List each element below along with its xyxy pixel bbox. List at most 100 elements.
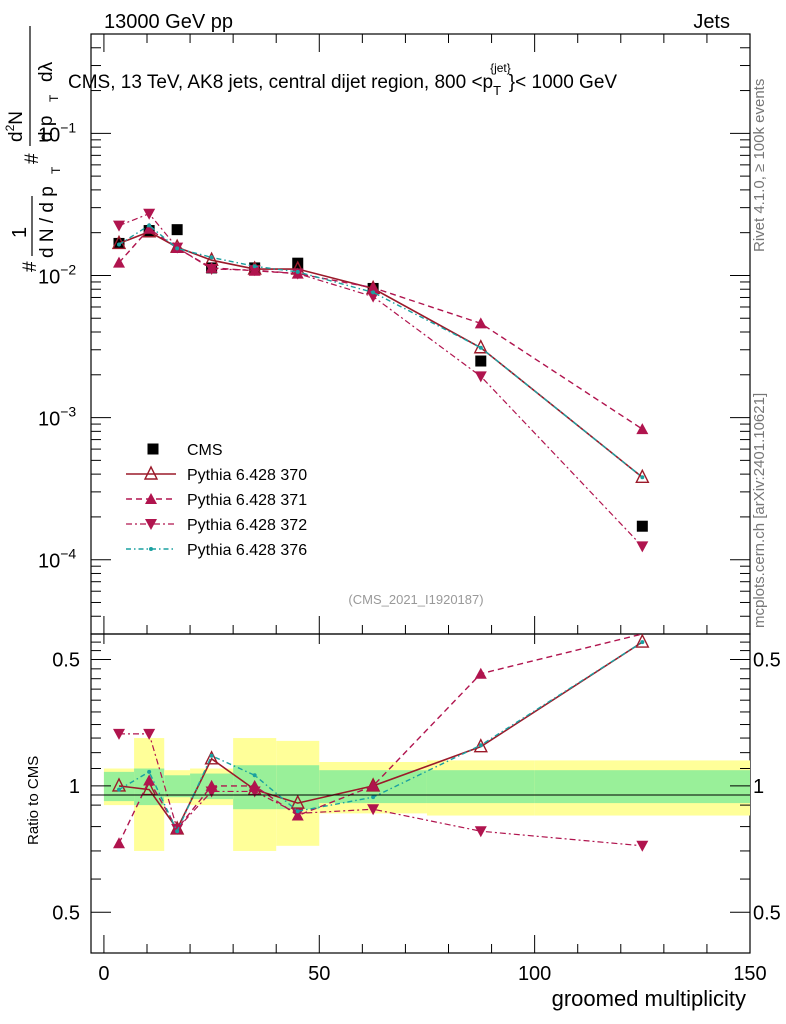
band-green [164, 775, 191, 798]
upper-point-4 [478, 345, 483, 350]
ylabel-hash-1: # [20, 261, 41, 272]
legend-marker [147, 443, 159, 455]
legend-label: CMS [187, 442, 223, 459]
ratio-point-3 [248, 786, 261, 798]
mcplots-credit: mcplots.cern.ch [arXiv:2401.10621] [751, 393, 768, 628]
ratio-point-1 [204, 750, 219, 765]
ratio-point-2 [367, 779, 380, 791]
ratio-point-2 [474, 667, 487, 679]
upper-point-3 [474, 371, 487, 383]
axis-ticks: 0 50 100 150 10−1 10−2 10−3 10−4 0.5 0.5 1 1 0.5 0.5 [38, 33, 781, 985]
upper-point-0 [475, 355, 487, 367]
ratio-point-1 [473, 738, 488, 753]
legend: CMS Pythia 6.428 370 Pythia 6.428 371 Pythi… [126, 442, 307, 559]
legend-marker [145, 519, 157, 530]
title-sub: T [493, 83, 501, 98]
ratio-point-4 [147, 769, 152, 774]
ratio-line-3 [118, 733, 643, 847]
ratio-point-4 [295, 809, 300, 814]
ylabel-t2: T [47, 94, 61, 102]
ratio-point-4 [175, 829, 180, 834]
ratio-tick-label-right: 0.5 [753, 902, 781, 924]
upper-point-4 [640, 475, 645, 480]
ylabel-hash-2: # [22, 153, 43, 164]
ratio-point-2 [112, 837, 125, 849]
upper-point-3 [248, 265, 261, 277]
title-tail: }< 1000 GeV [509, 72, 618, 93]
ratio-point-1 [290, 794, 305, 809]
legend-marker [149, 547, 153, 551]
series-line-4 [118, 224, 643, 478]
x-tick-label: 150 [733, 963, 766, 985]
title-sup: {jet} [490, 61, 511, 75]
analysis-id: (CMS_2021_I1920187) [348, 592, 483, 607]
upper-point-3 [143, 208, 156, 220]
band-green [534, 770, 750, 804]
upper-point-4 [175, 246, 180, 251]
rivet-version: Rivet 4.1.0, ≥ 100k events [751, 79, 768, 252]
title-main: CMS, 13 TeV, AK8 jets, central dijet reg… [68, 72, 493, 93]
x-tick-label: 50 [308, 963, 330, 985]
legend-marker [143, 465, 159, 480]
ratio-tick-label-right: 0.5 [753, 649, 781, 671]
ratio-point-1 [635, 633, 650, 648]
ratio-point-3 [636, 840, 649, 852]
ratio-point-4 [252, 773, 257, 778]
ratio-y-label: Ratio to CMS [25, 756, 42, 845]
band-green [426, 770, 535, 804]
ylabel-dl: dλ [36, 61, 57, 82]
legend-marker [145, 493, 157, 504]
legend-label: Pythia 6.428 376 [187, 542, 307, 559]
ylabel-d2n: d2N [3, 111, 27, 142]
upper-series [111, 208, 650, 553]
ylabel-one: 1 [9, 227, 31, 238]
upper-point-2 [474, 317, 487, 329]
upper-point-3 [205, 264, 218, 276]
upper-point-0 [171, 224, 183, 236]
ratio-tick-label: 0.5 [52, 902, 80, 924]
y-tick-label: 10−3 [38, 404, 76, 431]
x-axis-label: groomed multiplicity [552, 986, 746, 1011]
ratio-point-4 [209, 753, 214, 758]
upper-point-4 [116, 242, 121, 247]
ratio-point-4 [640, 640, 645, 645]
upper-point-2 [636, 423, 649, 435]
legend-label: Pythia 6.428 371 [187, 492, 307, 509]
upper-point-4 [209, 255, 214, 260]
y-tick-label: 10−4 [38, 546, 76, 573]
upper-point-3 [112, 220, 125, 232]
ratio-tick-label: 1 [69, 776, 80, 798]
series-line-2 [118, 227, 643, 430]
ratio-point-3 [474, 826, 487, 838]
upper-point-2 [367, 281, 380, 293]
series-line-1 [118, 230, 643, 478]
ratio-series [111, 633, 650, 852]
upper-point-3 [636, 541, 649, 553]
upper-point-4 [252, 264, 257, 269]
ylabel-t1: T [49, 166, 63, 174]
upper-point-2 [112, 256, 125, 268]
y-tick-label: 10−1 [38, 119, 76, 146]
upper-point-1 [635, 468, 650, 483]
x-tick-label: 0 [98, 963, 109, 985]
uncertainty-bands [103, 738, 750, 851]
band-green [276, 765, 320, 810]
upper-point-4 [371, 290, 376, 295]
ratio-tick-label: 0.5 [52, 649, 80, 671]
legend-label: Pythia 6.428 370 [187, 467, 307, 484]
y-axis-label: # 1 d N / d p T # d2N d p T dλ [3, 26, 63, 272]
ratio-point-3 [205, 786, 218, 798]
ratio-point-3 [112, 728, 125, 740]
legend-label: Pythia 6.428 372 [187, 517, 307, 534]
plot-title: CMS, 13 TeV, AK8 jets, central dijet reg… [68, 61, 617, 98]
ylabel-dn: d N / d p [37, 186, 58, 258]
upper-point-0 [636, 520, 648, 532]
ratio-point-2 [143, 774, 156, 786]
y-tick-label: 10−2 [38, 261, 76, 288]
ratio-tick-label-right: 1 [753, 776, 764, 798]
ratio-point-3 [367, 804, 380, 816]
ratio-point-4 [478, 743, 483, 748]
ylabel-dp: d p [36, 116, 57, 142]
header-left: 13000 GeV pp [104, 11, 233, 33]
